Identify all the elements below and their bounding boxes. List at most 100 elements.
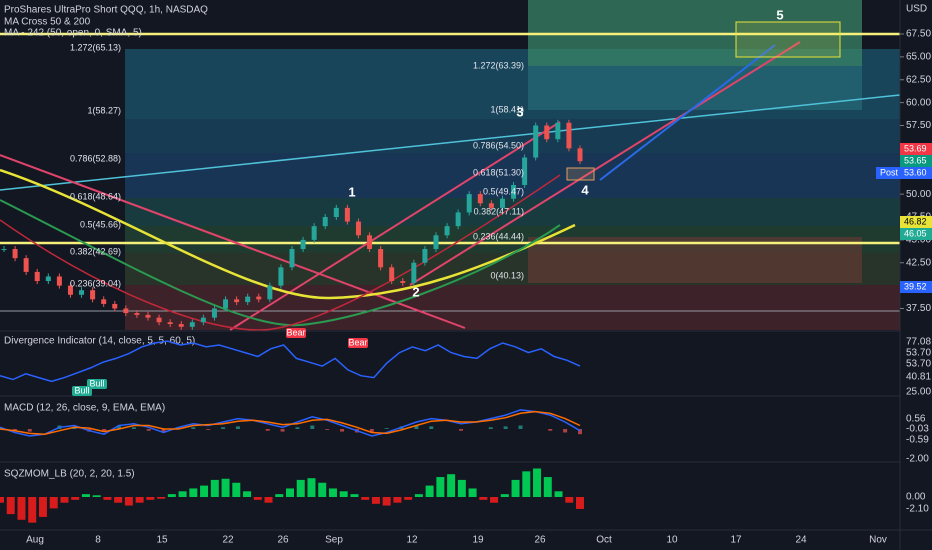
fib-label: 0.786(54.50)	[473, 140, 524, 150]
divergence-line	[0, 340, 581, 383]
candle	[577, 148, 583, 162]
candle	[544, 125, 550, 140]
momentum-bar	[307, 478, 316, 497]
momentum-bar	[124, 497, 133, 506]
macd-histogram	[563, 429, 568, 433]
fib-label: 1(58.41)	[490, 104, 524, 114]
candle	[211, 308, 217, 318]
post-label: Post	[880, 167, 899, 177]
candle	[322, 217, 328, 227]
candle	[67, 285, 73, 295]
momentum-bar	[264, 497, 273, 503]
momentum-bar	[60, 497, 69, 503]
price-badge-label: 53.65	[904, 155, 927, 165]
time-label: 19	[472, 535, 484, 546]
candle	[112, 303, 118, 309]
momentum-bar	[414, 494, 423, 497]
time-label: 26	[534, 535, 546, 546]
candle	[511, 184, 517, 199]
momentum-bar	[565, 497, 574, 503]
wave-label: 4	[581, 182, 589, 197]
scale-label: -2.00	[906, 454, 929, 465]
fib-label: 0.236(39.04)	[70, 278, 121, 288]
candle	[499, 198, 505, 208]
macd-histogram	[459, 429, 464, 431]
momentum-bar	[576, 497, 584, 509]
candle	[134, 313, 140, 315]
candle	[333, 207, 339, 217]
candle	[178, 324, 184, 327]
momentum-bar	[49, 497, 58, 509]
macd-histogram	[116, 425, 121, 429]
macd-histogram	[27, 429, 32, 432]
fib-label: 0.236(44.44)	[473, 231, 524, 241]
fib-label: 0.382(47.11)	[474, 206, 524, 216]
scale-label: -0.59	[906, 435, 929, 446]
panel-title: Divergence Indicator (14, close, 5, 5, 6…	[4, 336, 195, 347]
scale-label: 53.70	[906, 359, 931, 370]
wave-label: 5	[776, 7, 783, 22]
time-label: 8	[95, 535, 101, 546]
momentum-bar	[436, 477, 445, 497]
scale-label: -0.03	[906, 424, 929, 435]
momentum-bar	[296, 479, 305, 497]
macd-histogram	[221, 427, 226, 429]
scale-label: 0.56	[906, 414, 926, 425]
momentum-bar	[500, 494, 509, 497]
candle	[289, 249, 295, 268]
momentum-bar	[371, 497, 380, 504]
momentum-bar	[200, 485, 209, 497]
momentum-bar	[92, 495, 101, 497]
signal-tag-label: Bear	[348, 337, 367, 347]
fib-label: 1(58.27)	[87, 105, 121, 115]
indicator-label: MA Cross 50 & 200	[4, 17, 91, 28]
candle	[245, 296, 251, 303]
time-label: 12	[406, 535, 418, 546]
candle	[355, 221, 361, 236]
momentum-bar	[103, 497, 112, 500]
macd-histogram	[191, 427, 196, 429]
candle	[223, 299, 229, 309]
macd-histogram	[340, 429, 345, 432]
scale-label: -2.10	[906, 504, 929, 515]
candle	[389, 267, 395, 282]
momentum-bar	[232, 482, 241, 497]
candle	[90, 290, 96, 300]
panel-title: MACD (12, 26, close, 9, EMA, EMA)	[4, 403, 165, 414]
momentum-bar	[221, 478, 230, 497]
macd-histogram	[503, 426, 508, 429]
momentum-bar	[350, 494, 359, 497]
macd-histogram	[295, 427, 300, 429]
fib-label: 1.272(63.39)	[473, 60, 524, 70]
signal-tag-label: Bull	[89, 378, 104, 388]
scale-label: 25.00	[906, 387, 931, 398]
candle	[411, 262, 417, 283]
macd-histogram	[384, 428, 389, 429]
candle	[367, 235, 373, 250]
price-tick-label: 62.50	[906, 74, 931, 85]
momentum-bar	[135, 497, 144, 503]
momentum-bar	[6, 497, 15, 515]
panel-title: SQZMOM_LB (20, 2, 20, 1.5)	[4, 469, 135, 480]
macd-histogram	[310, 425, 315, 429]
candle	[555, 122, 561, 140]
candle	[34, 271, 40, 282]
candle	[533, 125, 539, 158]
momentum-bar	[286, 488, 294, 497]
candle	[145, 314, 151, 318]
price-badge-label: 53.69	[904, 143, 927, 153]
momentum-bar	[447, 474, 456, 497]
macd-histogram	[548, 429, 553, 431]
momentum-bar	[178, 491, 187, 497]
scale-label: 0.00	[906, 492, 926, 503]
time-label: Oct	[596, 535, 612, 546]
wave-label: 2	[412, 284, 419, 299]
momentum-bar	[468, 488, 477, 497]
signal-tag	[348, 338, 368, 348]
momentum-bar	[146, 497, 155, 500]
momentum-bar	[533, 468, 542, 497]
macd-histogram	[146, 429, 151, 431]
momentum-bar	[339, 491, 348, 497]
candle	[123, 308, 129, 314]
